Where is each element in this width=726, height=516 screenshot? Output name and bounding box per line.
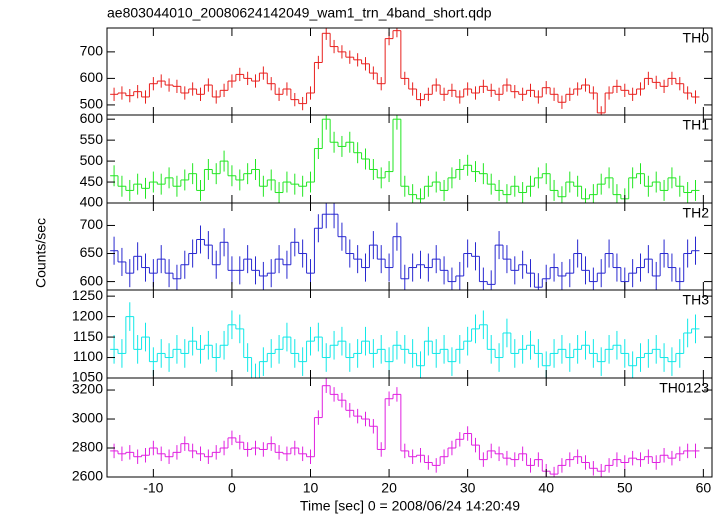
x-tick-label: -10 [143,480,163,496]
panel-label: TH0123 [659,380,709,396]
panel-frame [106,27,713,116]
panel-frame [106,114,713,204]
y-tick-label: 600 [80,110,104,126]
y-tick-label: 650 [80,244,104,260]
panel [110,28,700,115]
y-tick-label: 700 [80,216,104,232]
y-axis-label: Counts/sec [33,218,49,288]
x-tick-label: 30 [460,480,476,496]
y-tick-label: 1200 [72,307,103,323]
x-tick-label: 20 [381,480,397,496]
panel-label: TH3 [683,292,710,308]
panel [110,378,700,477]
x-tick-label: 10 [303,480,319,496]
x-axis-label: Time [sec] 0 = 2008/06/24 14:20:49 [300,498,520,514]
panel-frame [106,377,713,478]
y-tick-label: 1250 [72,287,103,303]
x-tick-label: 60 [696,480,712,496]
panel-label: TH2 [683,205,710,221]
panel-label: TH0 [683,30,710,46]
y-tick-label: 1150 [73,328,103,344]
y-tick-label: 1100 [73,348,103,364]
y-tick-label: 600 [80,272,104,288]
y-tick-label: 600 [80,69,104,85]
y-tick-label: 1050 [72,369,103,385]
y-tick-label: 400 [80,194,104,210]
y-tick-label: 700 [80,43,104,59]
y-tick-label: 500 [80,152,104,168]
y-tick-label: 2800 [72,439,103,455]
panel [110,203,700,290]
x-tick-label: 50 [617,480,633,496]
y-tick-label: 3200 [72,381,103,397]
panel [110,115,700,203]
y-tick-label: 2600 [72,468,103,484]
chart-title: ae803044010_20080624142049_wam1_trn_4ban… [107,5,492,21]
panel-frame [106,289,713,379]
x-tick-label: 40 [538,480,554,496]
y-tick-label: 450 [80,173,104,189]
panel [110,302,700,378]
x-tick-label: 0 [228,480,236,496]
y-tick-label: 550 [80,131,104,147]
panel-label: TH1 [683,117,710,133]
y-tick-label: 3000 [72,410,103,426]
y-tick-label: 500 [80,96,104,112]
